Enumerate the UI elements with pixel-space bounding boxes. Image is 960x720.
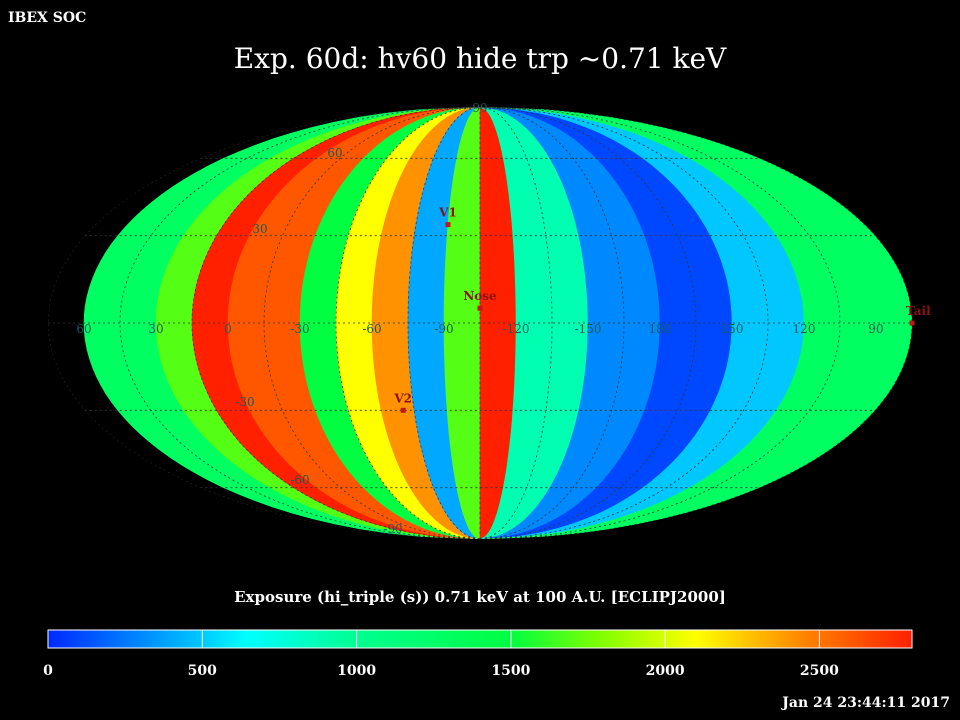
graticule-meridian xyxy=(407,107,481,539)
longitude-label: -30 xyxy=(290,322,309,336)
latitude-label: 60 xyxy=(327,146,342,160)
marker-label: Tail xyxy=(906,304,931,318)
latitude-label: -30 xyxy=(235,395,254,409)
graticule-meridian xyxy=(335,107,481,539)
colorbar-label: Exposure (hi_triple (s)) 0.71 keV at 100… xyxy=(234,588,726,606)
colorbar-tick-label: 2500 xyxy=(800,663,839,679)
graticule-meridian xyxy=(119,107,481,539)
graticule-meridian xyxy=(479,107,769,539)
latitude-label: -90 xyxy=(383,522,402,536)
longitude-label: -60 xyxy=(362,322,381,336)
longitude-label: 180 xyxy=(649,322,672,336)
longitude-label: 0 xyxy=(224,322,232,336)
colorbar-ticks: 0 500 1000 1500 2000 2500 xyxy=(43,630,839,679)
longitude-label: 90 xyxy=(868,322,883,336)
graticule-meridian xyxy=(479,107,697,539)
colorbar-tick-label: 1000 xyxy=(337,663,376,679)
marker-point xyxy=(909,320,915,326)
colorbar-tick-label: 2000 xyxy=(646,663,685,679)
graticule-labels: 90 60 30 -30 -60 -90 60 30 0 -30 -60 -90 -120 -150 180… xyxy=(76,101,883,536)
graticule-meridian xyxy=(191,107,481,539)
latitude-label: 30 xyxy=(252,222,267,236)
graticule-meridian xyxy=(479,107,553,539)
longitude-label: 30 xyxy=(148,322,163,336)
marker-label: V2 xyxy=(393,391,412,405)
longitude-label: 120 xyxy=(793,322,816,336)
timestamp: Jan 24 23:44:11 2017 xyxy=(782,695,950,711)
map-markers: V1 Nose V2 Tail xyxy=(393,206,931,413)
colorbar-tick-label: 1500 xyxy=(491,663,530,679)
colorbar-tick-label: 500 xyxy=(188,663,217,679)
longitude-label: 150 xyxy=(721,322,744,336)
longitude-label: -90 xyxy=(434,322,453,336)
marker-point xyxy=(477,305,483,311)
graticule-meridian xyxy=(479,107,625,539)
graticule-meridian xyxy=(263,107,481,539)
longitude-label: -120 xyxy=(503,322,530,336)
marker-label: Nose xyxy=(463,289,497,303)
header-label: IBEX SOC xyxy=(8,10,87,26)
map-title: Exp. 60d: hv60 hide trp ~0.71 keV xyxy=(233,42,727,75)
longitude-label: -150 xyxy=(575,322,602,336)
marker-label: V1 xyxy=(438,206,457,220)
colorbar xyxy=(47,629,913,649)
latitude-label: 90 xyxy=(472,101,487,115)
marker-point xyxy=(445,222,451,228)
graticule-meridian xyxy=(479,107,841,539)
marker-point xyxy=(400,407,406,413)
longitude-label: 60 xyxy=(76,322,91,336)
colorbar-gradient xyxy=(47,629,913,649)
colorbar-tick-label: 0 xyxy=(43,663,53,679)
latitude-label: -60 xyxy=(290,473,309,487)
